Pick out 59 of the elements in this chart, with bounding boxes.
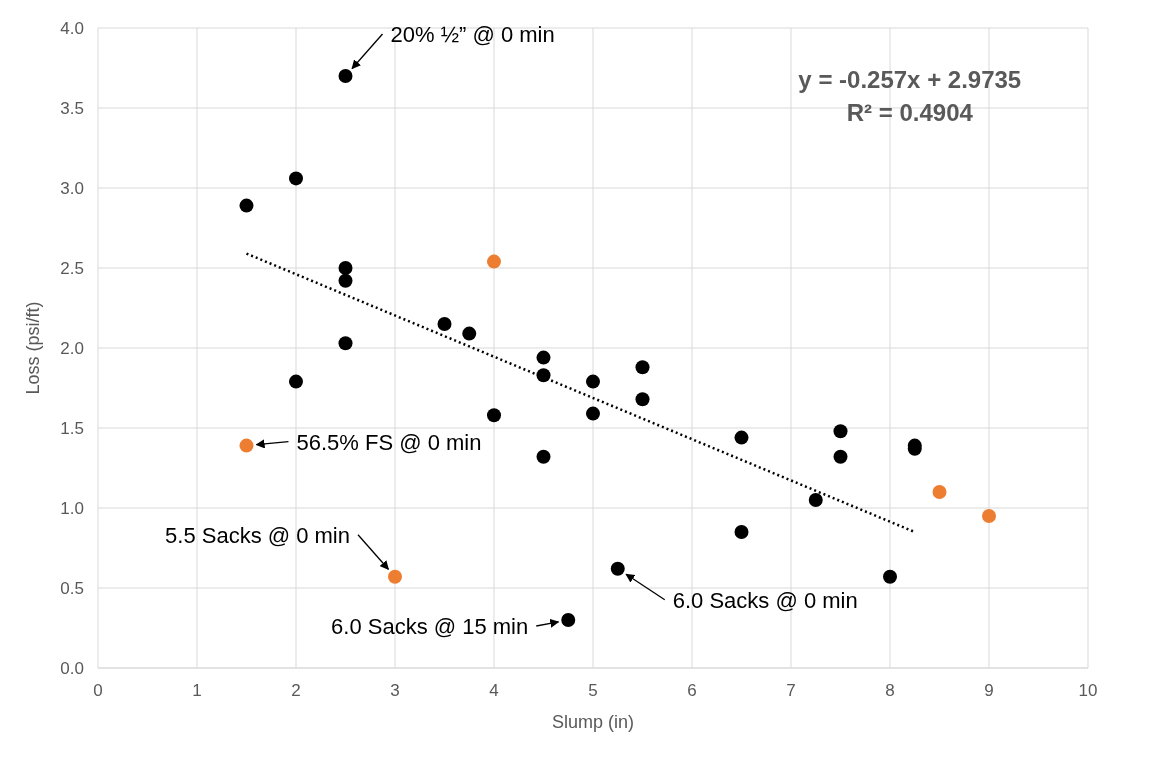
point: [437, 317, 452, 331]
y-tick-label: 3.5: [60, 99, 84, 119]
y-tick-label: 1.5: [60, 419, 84, 439]
point: [610, 561, 625, 576]
point: [338, 69, 353, 83]
point: [289, 171, 303, 186]
point: [239, 198, 254, 213]
x-tick-label: 8: [885, 681, 895, 701]
y-tick-label: 0.0: [60, 659, 84, 679]
point: [808, 493, 823, 507]
x-tick-label: 2: [291, 681, 301, 701]
x-axis-title: Slump (in): [551, 712, 635, 732]
point: [833, 449, 848, 464]
point: [487, 254, 501, 269]
y-axis-title: Loss (psi/ft): [23, 301, 44, 395]
annotation: 20% ½” @ 0 min: [390, 22, 555, 47]
point: [586, 406, 600, 421]
point: [932, 485, 947, 499]
x-tick-label: 10: [1078, 681, 1098, 701]
annotation: y = -0.257x + 2.9735: [798, 66, 1022, 93]
x-tick-label: 9: [984, 681, 994, 701]
y-tick-label: 1.0: [60, 499, 84, 519]
x-tick-label: 5: [588, 681, 598, 701]
point: [635, 392, 650, 407]
annotation: 6.0 Sacks @ 15 min: [331, 614, 529, 639]
point: [536, 368, 551, 383]
point: [462, 326, 477, 341]
x-tick-label: 7: [786, 681, 796, 701]
y-tick-label: 4.0: [60, 19, 84, 39]
point: [635, 360, 650, 375]
y-tick-label: 0.5: [60, 579, 84, 599]
y-tick-label: 2.5: [60, 259, 84, 279]
point: [239, 438, 254, 453]
point: [734, 430, 749, 445]
x-tick-label: 3: [390, 681, 400, 701]
annotation: 6.0 Sacks @ 0 min: [672, 587, 858, 613]
point: [586, 374, 600, 389]
x-tick-label: 1: [192, 681, 202, 701]
point: [734, 525, 749, 539]
point: [982, 509, 996, 523]
point: [338, 336, 353, 351]
point: [833, 424, 848, 439]
point: [388, 569, 402, 584]
y-tick-label: 2.0: [60, 339, 84, 359]
annotation: 56.5% FS @ 0 min: [296, 429, 482, 455]
annotation: 5.5 Sacks @ 0 min: [165, 522, 350, 548]
point: [883, 569, 897, 584]
x-tick-label: 6: [687, 681, 697, 701]
point: [536, 350, 551, 365]
annotation: R² = 0.4904: [846, 99, 974, 126]
point: [536, 449, 551, 464]
x-tick-label: 0: [93, 681, 103, 701]
point: [338, 273, 353, 288]
point: [561, 613, 576, 627]
x-tick-label: 4: [489, 681, 499, 701]
point: [487, 408, 501, 423]
point: [338, 261, 353, 275]
y-tick-label: 3.0: [60, 179, 84, 199]
point: [289, 374, 303, 389]
